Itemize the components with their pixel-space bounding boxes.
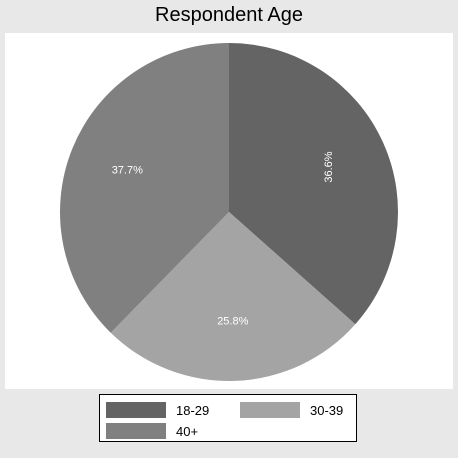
- slice-label-40plus: 37.7%: [112, 164, 143, 176]
- pie-slice-18-29: [229, 43, 398, 325]
- legend-label-18-29: 18-29: [176, 402, 210, 418]
- legend-item-18-29: 18-29: [106, 400, 209, 420]
- slice-label-30-39: 25.8%: [217, 316, 248, 328]
- legend-swatch-40plus: [106, 423, 166, 439]
- legend: 18-29 30-39 40+: [99, 394, 357, 442]
- pie-slice-40plus: [59, 43, 229, 333]
- pie-slice-30-39: [110, 212, 356, 381]
- legend-swatch-18-29: [106, 402, 166, 418]
- slice-label-18-29: 36.6%: [323, 151, 335, 182]
- legend-label-30-39: 30-39: [310, 402, 344, 418]
- chart-title: Respondent Age: [155, 4, 303, 26]
- legend-label-40plus: 40+: [176, 423, 199, 439]
- legend-item-30-39: 30-39: [240, 400, 343, 420]
- legend-swatch-30-39: [240, 402, 300, 418]
- pie-chart: 36.6% 25.8% 37.7%: [59, 43, 398, 381]
- legend-item-40plus: 40+: [106, 421, 198, 441]
- plot-area: 36.6% 25.8% 37.7%: [5, 33, 453, 389]
